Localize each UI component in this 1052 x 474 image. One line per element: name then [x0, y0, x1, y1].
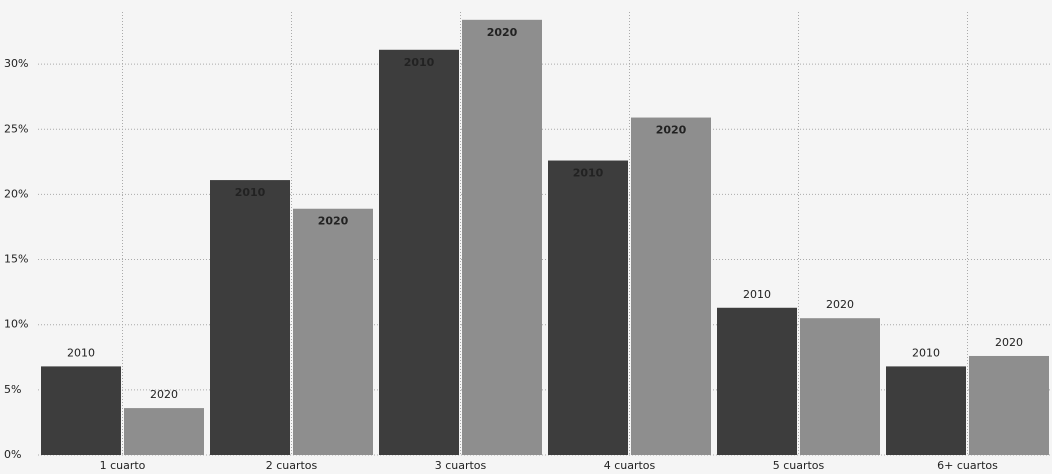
- y-tick-label: 25%: [4, 122, 28, 135]
- bar-label: 2020: [150, 388, 178, 401]
- y-tick-label: 0%: [4, 448, 21, 461]
- bar: [969, 355, 1049, 455]
- x-tick-label: 3 cuartos: [435, 459, 487, 472]
- bar-label: 2010: [67, 346, 95, 359]
- bar-label: 2010: [743, 288, 771, 301]
- bar: [210, 180, 290, 455]
- bar-label: 2010: [235, 186, 266, 199]
- bar-label: 2010: [573, 167, 604, 180]
- bar-label: 2020: [318, 215, 349, 228]
- x-tick-label: 5 cuartos: [773, 459, 825, 472]
- x-tick-label: 1 cuarto: [100, 459, 146, 472]
- y-tick-label: 15%: [4, 253, 28, 266]
- bar-label: 2010: [912, 346, 940, 359]
- x-tick-label: 2 cuartos: [266, 459, 318, 472]
- bar-label: 2010: [404, 56, 435, 69]
- y-tick-label: 10%: [4, 318, 28, 331]
- x-tick-label: 6+ cuartos: [937, 459, 998, 472]
- bar: [800, 318, 880, 455]
- bar-label: 2020: [995, 336, 1023, 349]
- y-tick-label: 5%: [4, 383, 21, 396]
- bar: [462, 19, 542, 455]
- bar: [548, 160, 628, 456]
- bar-label: 2020: [826, 298, 854, 311]
- bar-label: 2020: [656, 124, 687, 137]
- y-tick-label: 20%: [4, 187, 28, 200]
- bar: [293, 208, 373, 455]
- y-tick-label: 30%: [4, 57, 28, 70]
- bar: [124, 408, 204, 455]
- bar: [41, 366, 121, 455]
- bar: [886, 366, 966, 455]
- bar: [717, 307, 797, 455]
- bar-label: 2020: [487, 26, 518, 39]
- bar: [631, 117, 711, 455]
- x-tick-label: 4 cuartos: [604, 459, 656, 472]
- bar: [379, 49, 459, 456]
